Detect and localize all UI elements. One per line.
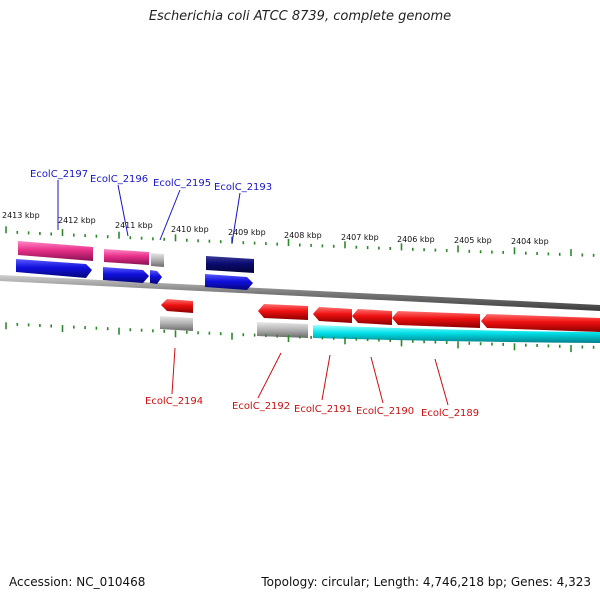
gene-ecolc-2191-red[interactable] — [313, 307, 352, 323]
gene-label-ecolc-2192[interactable]: EcolC_2192 — [232, 401, 290, 412]
gene-ecolc-2197-blue[interactable] — [16, 259, 92, 278]
gene-ecolc-2197-pink[interactable] — [18, 241, 93, 261]
gene-ecolc-2196-pink[interactable] — [104, 249, 149, 265]
gene-ecolc-2189-red-a[interactable] — [392, 311, 480, 328]
tick-label: 2404 kbp — [511, 237, 549, 246]
gene-label-ecolc-2195[interactable]: EcolC_2195 — [153, 178, 211, 189]
gene-ecolc-2192-grey[interactable] — [257, 322, 308, 338]
gene-label-ecolc-2194[interactable]: EcolC_2194 — [145, 396, 203, 407]
gene-label-ecolc-2190[interactable]: EcolC_2190 — [356, 406, 414, 417]
tick-labels: 2413 kbp 2412 kbp 2411 kbp 2410 kbp 2409… — [2, 211, 549, 246]
tick-label: 2407 kbp — [341, 233, 379, 242]
gene-ecolc-2189-red-b[interactable] — [481, 314, 600, 332]
gene-ecolc-2189-cyan[interactable] — [313, 325, 600, 343]
forward-gene-labels: EcolC_2197 EcolC_2196 EcolC_2195 EcolC_2… — [30, 169, 272, 244]
accession-text: Accession: NC_010468 — [9, 575, 146, 589]
reverse-gene-labels: EcolC_2194 EcolC_2192 EcolC_2191 EcolC_2… — [145, 347, 479, 419]
forward-genes — [16, 241, 254, 290]
gene-ecolc-2194-grey[interactable] — [160, 316, 193, 331]
topology-text: Topology: circular; Length: 4,746,218 bp… — [261, 575, 591, 589]
tick-label: 2413 kbp — [2, 211, 40, 220]
gene-ecolc-2195-blue[interactable] — [150, 270, 162, 284]
tick-row-bottom — [5, 322, 595, 353]
tick-label: 2406 kbp — [397, 235, 435, 244]
gene-ecolc-2195-grey[interactable] — [151, 253, 164, 267]
tick-label: 2411 kbp — [115, 221, 153, 230]
tick-label: 2409 kbp — [228, 228, 266, 237]
genome-backbone — [0, 275, 600, 311]
tick-label: 2408 kbp — [284, 231, 322, 240]
gene-ecolc-2192-red[interactable] — [258, 304, 308, 320]
reverse-genes — [160, 299, 600, 343]
map-title: Escherichia coli ATCC 8739, complete gen… — [148, 9, 452, 24]
gene-ecolc-2190-red[interactable] — [352, 309, 392, 325]
gene-ecolc-2193-navy[interactable] — [206, 256, 254, 273]
gene-ecolc-2196-blue[interactable] — [103, 267, 149, 283]
gene-label-ecolc-2191[interactable]: EcolC_2191 — [294, 404, 352, 415]
tick-label: 2405 kbp — [454, 236, 492, 245]
tick-row-top — [5, 226, 595, 257]
gene-ecolc-2194-red[interactable] — [161, 299, 193, 313]
tick-label: 2410 kbp — [171, 225, 209, 234]
gene-label-ecolc-2189[interactable]: EcolC_2189 — [421, 408, 479, 419]
gene-ecolc-2193-blue[interactable] — [205, 274, 253, 290]
gene-label-ecolc-2196[interactable]: EcolC_2196 — [90, 174, 148, 185]
gene-label-ecolc-2197[interactable]: EcolC_2197 — [30, 169, 88, 180]
gene-label-ecolc-2193[interactable]: EcolC_2193 — [214, 182, 272, 193]
tick-label: 2412 kbp — [58, 216, 96, 225]
